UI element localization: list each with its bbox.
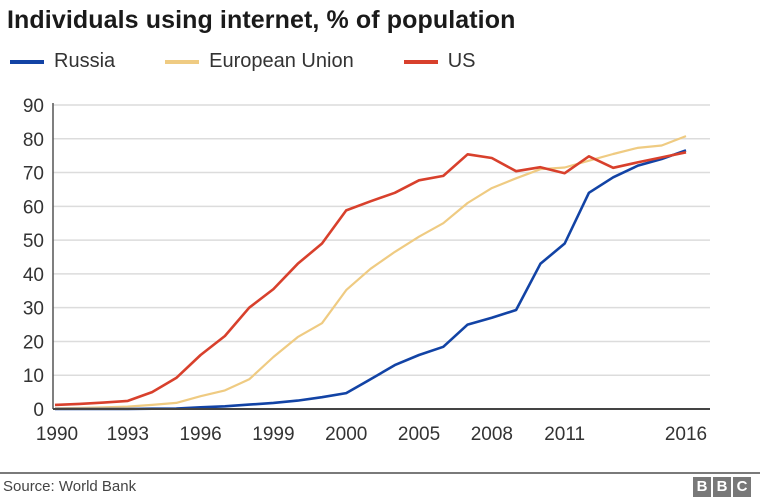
x-tick-label: 1999 [252, 424, 294, 445]
series-line-european-union [54, 135, 687, 410]
bbc-logo: B B C [693, 477, 751, 497]
y-tick-label: 50 [23, 231, 44, 252]
x-tick-label: 2016 [665, 424, 707, 445]
y-tick-label: 20 [23, 332, 44, 353]
x-tick-label: 2005 [398, 424, 440, 445]
legend-swatch-russia [10, 59, 44, 64]
x-tick-label: 1996 [179, 424, 221, 445]
bbc-logo-b2: B [713, 477, 731, 497]
line-chart: 0 10 20 30 40 50 60 70 80 90 1990 1993 1996 1999 2000 2… [23, 96, 710, 445]
x-tick-label: 1993 [107, 424, 149, 445]
legend: Russia European Union US [10, 50, 526, 73]
y-tick-label: 30 [23, 299, 44, 320]
series-line-russia [55, 149, 687, 411]
footer-divider [0, 472, 760, 474]
series-line-us [54, 151, 687, 407]
legend-swatch-us [403, 59, 438, 64]
bbc-logo-b1: B [693, 477, 711, 497]
legend-item-russia: Russia [10, 50, 115, 73]
y-tick-label: 0 [33, 400, 44, 421]
x-tick-label: 2011 [544, 424, 585, 445]
legend-label-eu: European Union [209, 50, 354, 72]
legend-label-russia: Russia [54, 50, 116, 72]
x-tick-label: 2008 [471, 424, 513, 445]
legend-label-us: US [447, 50, 476, 72]
x-tick-label: 1990 [36, 424, 78, 445]
y-tick-label: 60 [23, 197, 44, 218]
y-tick-label: 80 [23, 130, 44, 151]
y-tick-label: 70 [23, 164, 44, 185]
chart-title: Individuals using internet, % of populat… [7, 6, 516, 34]
legend-item-eu: European Union [165, 50, 354, 73]
x-tick-label: 2000 [325, 424, 367, 445]
source-note: Source: World Bank [3, 478, 137, 495]
y-tick-label: 10 [23, 366, 44, 387]
y-tick-label: 40 [23, 265, 44, 286]
legend-item-us: US [403, 50, 476, 73]
y-tick-label: 90 [23, 96, 44, 117]
bbc-logo-c: C [733, 477, 751, 497]
legend-swatch-eu [165, 59, 200, 64]
